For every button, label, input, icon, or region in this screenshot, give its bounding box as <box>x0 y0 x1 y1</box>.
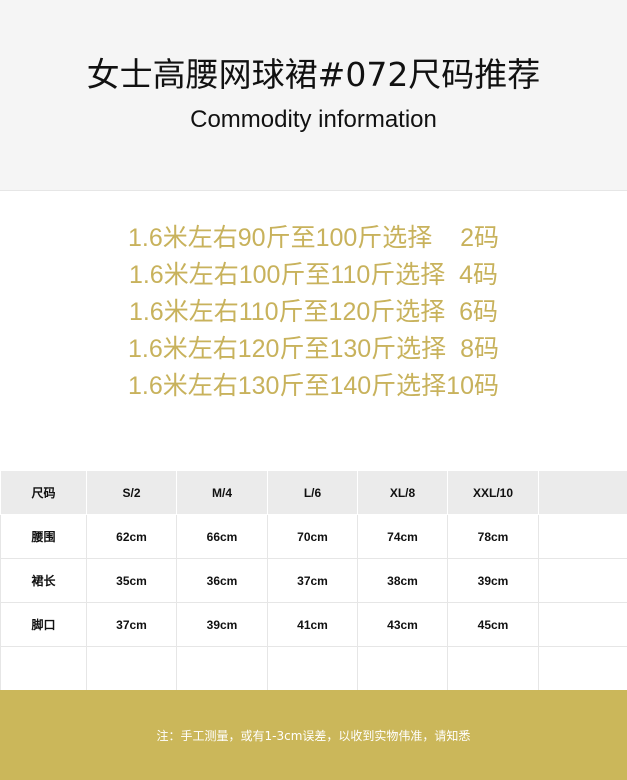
table-cell: L/6 <box>267 470 358 515</box>
table-cell <box>357 646 448 691</box>
table-cell <box>447 646 539 691</box>
table-cell: 38cm <box>357 558 448 603</box>
table-cell: 70cm <box>267 514 358 559</box>
table-cell: 37cm <box>86 602 177 647</box>
table-cell: 41cm <box>267 602 358 647</box>
row-label-cell: 腰围 <box>0 514 87 559</box>
table-cell <box>538 558 627 603</box>
table-cell: M/4 <box>176 470 268 515</box>
table-cell: 62cm <box>86 514 177 559</box>
table-cell <box>176 646 268 691</box>
page-subtitle: Commodity information <box>190 106 437 133</box>
table-cell: 78cm <box>447 514 539 559</box>
table-cell: XXL/10 <box>447 470 539 515</box>
table-cell: 43cm <box>357 602 448 647</box>
table-cell <box>538 514 627 559</box>
table-cell: 36cm <box>176 558 268 603</box>
table-cell: 39cm <box>447 558 539 603</box>
measurement-note: 注：手工测量，或有1-3cm误差，以收到实物伟准，请知悉 <box>156 729 471 743</box>
table-cell: XL/8 <box>357 470 448 515</box>
recommendation-line: 1.6米左右120斤至130斤选择 8码 <box>128 335 499 363</box>
table-cell <box>538 470 627 515</box>
table-cell: 35cm <box>86 558 177 603</box>
table-cell <box>267 646 358 691</box>
table-cell: 66cm <box>176 514 268 559</box>
page-title: 女士高腰网球裙#072尺码推荐 <box>86 55 541 94</box>
row-label-cell: 裙长 <box>0 558 87 603</box>
row-label-cell: 脚口 <box>0 602 87 647</box>
table-row: 裙长 35cm 36cm 37cm 38cm 39cm <box>0 558 627 603</box>
table-cell <box>538 602 627 647</box>
table-cell <box>86 646 177 691</box>
footer-banner: 注：手工测量，或有1-3cm误差，以收到实物伟准，请知悉 <box>0 690 627 780</box>
table-cell: S/2 <box>86 470 177 515</box>
size-table: 尺码 S/2 M/4 L/6 XL/8 XXL/10 腰围 62cm 66cm 70cm 74cm 7… <box>0 470 627 691</box>
table-cell: 45cm <box>447 602 539 647</box>
size-recommendations: 1.6米左右90斤至100斤选择 2码 1.6米左右100斤至110斤选择 4码… <box>0 220 627 405</box>
recommendation-line: 1.6米左右130斤至140斤选择10码 <box>128 372 499 400</box>
table-cell: 37cm <box>267 558 358 603</box>
recommendation-line: 1.6米左右90斤至100斤选择 2码 <box>128 224 499 252</box>
table-row: 脚口 37cm 39cm 41cm 43cm 45cm <box>0 602 627 647</box>
page-header: 女士高腰网球裙#072尺码推荐 Commodity information <box>0 0 627 191</box>
table-header-row: 尺码 S/2 M/4 L/6 XL/8 XXL/10 <box>0 470 627 515</box>
row-label-cell <box>0 646 87 691</box>
row-label-cell: 尺码 <box>0 470 87 515</box>
table-row: 腰围 62cm 66cm 70cm 74cm 78cm <box>0 514 627 559</box>
recommendation-line: 1.6米左右110斤至120斤选择 6码 <box>128 298 499 326</box>
table-cell <box>538 646 627 691</box>
table-row <box>0 646 627 691</box>
recommendation-line: 1.6米左右100斤至110斤选择 4码 <box>128 261 499 289</box>
table-cell: 74cm <box>357 514 448 559</box>
table-cell: 39cm <box>176 602 268 647</box>
